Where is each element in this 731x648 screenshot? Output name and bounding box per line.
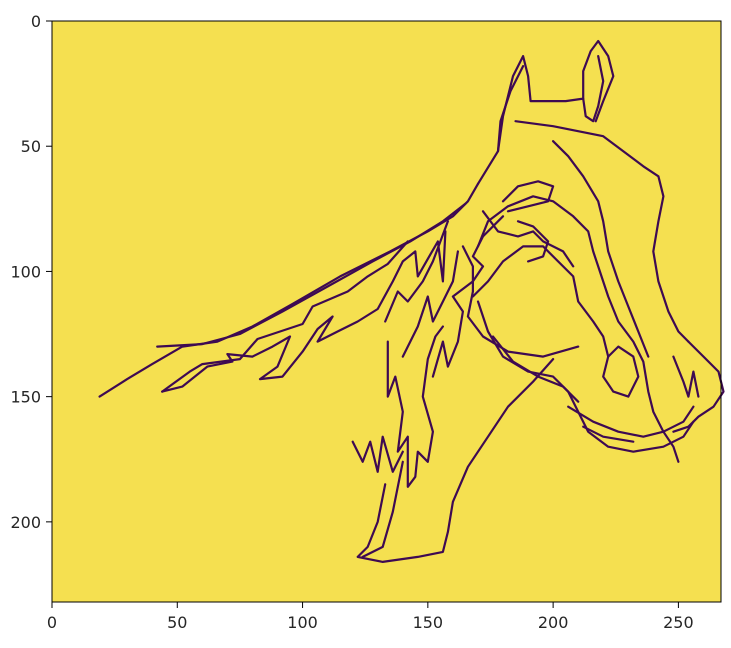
y-tick-label: 0 [31, 12, 41, 31]
outline-stroke [161, 230, 447, 393]
y-tick-label: 100 [10, 262, 41, 281]
outline-stroke [672, 340, 725, 433]
x-axis: 0 50 100 150 200 250 [47, 602, 694, 632]
image-plot-area [52, 21, 725, 602]
outline-stroke [551, 140, 650, 358]
horse-head-outline [98, 39, 725, 564]
x-tick-label: 100 [287, 613, 318, 632]
outline-stroke [386, 325, 444, 488]
outline-stroke [582, 425, 635, 443]
y-tick-label: 200 [10, 513, 41, 532]
outline-stroke [356, 358, 555, 564]
outline-stroke [476, 195, 680, 463]
outline-stroke [431, 215, 505, 378]
outline-stroke [582, 54, 605, 123]
outline-stroke [98, 182, 480, 398]
y-axis: 0 50 100 150 200 [10, 12, 52, 532]
outline-stroke [384, 220, 449, 323]
outline-stroke [351, 435, 404, 473]
x-tick-label: 50 [167, 613, 187, 632]
outline-stroke [501, 180, 555, 213]
outline-stroke [567, 405, 695, 438]
x-tick-label: 200 [538, 613, 569, 632]
x-tick-label: 250 [663, 613, 694, 632]
outline-stroke [476, 39, 615, 185]
outline-stroke [491, 335, 580, 403]
outline-stroke [361, 460, 404, 559]
outline-stroke [516, 220, 550, 263]
x-tick-label: 0 [47, 613, 57, 632]
y-tick-label: 50 [21, 137, 41, 156]
outline-stroke [156, 202, 467, 348]
outline-stroke [401, 250, 459, 358]
outline-stroke [471, 245, 610, 358]
outline-stroke [602, 345, 640, 398]
x-tick-label: 150 [413, 613, 444, 632]
image-background [52, 21, 721, 602]
outline-stroke [481, 210, 575, 268]
outline-stroke [496, 64, 525, 153]
outline-stroke [514, 120, 690, 343]
axes-frame [51, 20, 722, 603]
y-tick-label: 150 [10, 388, 41, 407]
outline-stroke [672, 355, 700, 398]
outline-stroke [461, 245, 580, 358]
outline-stroke [161, 240, 409, 393]
